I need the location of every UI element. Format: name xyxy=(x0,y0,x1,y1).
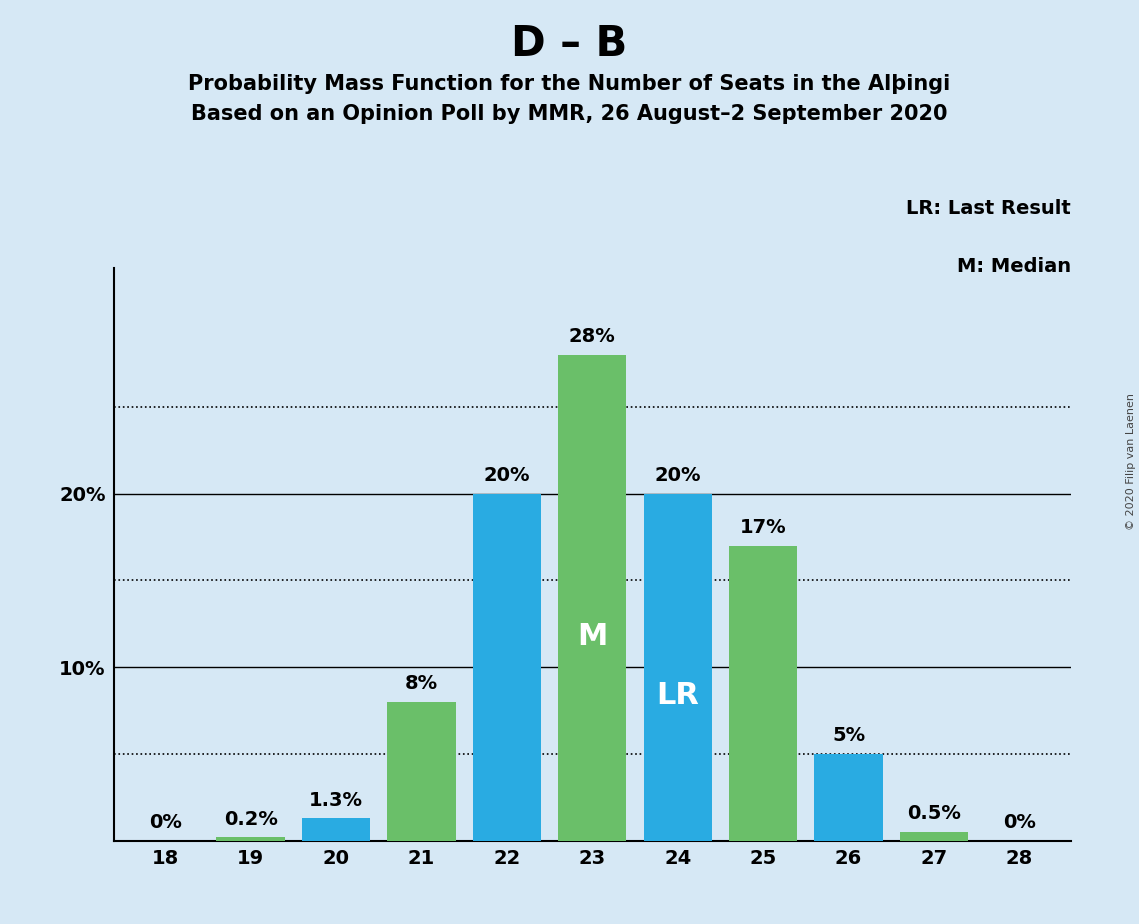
Bar xyxy=(302,819,370,841)
Text: M: M xyxy=(577,622,607,651)
Bar xyxy=(558,355,626,841)
Text: 28%: 28% xyxy=(568,327,616,346)
Text: 17%: 17% xyxy=(740,518,786,537)
Text: 20%: 20% xyxy=(484,466,530,485)
Text: 8%: 8% xyxy=(404,675,439,693)
Text: 20%: 20% xyxy=(655,466,700,485)
Bar xyxy=(814,754,883,841)
Text: D – B: D – B xyxy=(511,23,628,65)
Text: Based on an Opinion Poll by MMR, 26 August–2 September 2020: Based on an Opinion Poll by MMR, 26 Augu… xyxy=(191,104,948,125)
Text: LR: Last Result: LR: Last Result xyxy=(906,200,1071,218)
Text: © 2020 Filip van Laenen: © 2020 Filip van Laenen xyxy=(1126,394,1136,530)
Bar xyxy=(387,702,456,841)
Text: 0.5%: 0.5% xyxy=(907,805,961,823)
Bar xyxy=(900,833,968,841)
Text: 0.2%: 0.2% xyxy=(223,809,278,829)
Text: 0%: 0% xyxy=(149,813,181,833)
Bar xyxy=(473,493,541,841)
Bar xyxy=(729,546,797,841)
Text: 5%: 5% xyxy=(831,726,866,746)
Text: Probability Mass Function for the Number of Seats in the Alþingi: Probability Mass Function for the Number… xyxy=(188,74,951,94)
Bar xyxy=(644,493,712,841)
Text: LR: LR xyxy=(656,680,699,710)
Bar xyxy=(216,837,285,841)
Text: 0%: 0% xyxy=(1003,813,1035,833)
Text: M: Median: M: Median xyxy=(957,257,1071,275)
Text: 1.3%: 1.3% xyxy=(309,791,363,809)
